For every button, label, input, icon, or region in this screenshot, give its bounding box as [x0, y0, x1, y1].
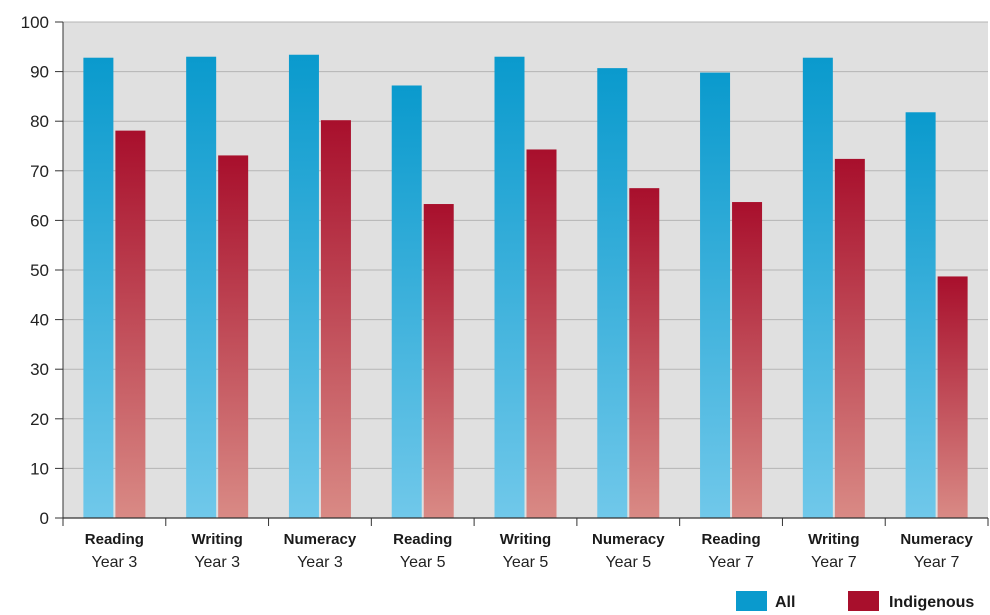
x-category-sublabel: Year 3	[92, 554, 138, 571]
x-category-label: Writing	[500, 531, 551, 548]
x-category-sublabel: Year 7	[708, 554, 754, 571]
gridlines	[63, 21, 988, 469]
y-tick-label: 100	[21, 13, 49, 32]
legend-swatch-all	[736, 591, 767, 611]
y-tick-label: 90	[30, 63, 49, 82]
legend: All Indigenous	[736, 591, 974, 611]
legend-label-all: All	[775, 594, 795, 611]
x-category-sublabel: Year 3	[194, 554, 240, 571]
x-category-sublabel: Year 5	[503, 554, 549, 571]
x-category-label: Numeracy	[592, 531, 665, 548]
bar-indigenous-numeracy-year-5	[629, 188, 660, 518]
bar-all-writing-year-5	[494, 56, 525, 518]
y-tick-label: 60	[30, 211, 49, 230]
legend-swatch-indigenous	[848, 591, 879, 611]
y-tick-label: 20	[30, 410, 49, 429]
bar-all-reading-year-3	[83, 57, 114, 518]
bar-indigenous-reading-year-5	[423, 204, 454, 519]
y-tick-labels: 0 10 20 30 40 50 60 70 80 90 100	[21, 13, 63, 528]
y-tick-label: 50	[30, 261, 49, 280]
y-tick-label: 70	[30, 162, 49, 181]
x-category-label: Writing	[191, 531, 242, 548]
x-category-label: Writing	[808, 531, 859, 548]
bar-all-writing-year-7	[802, 57, 833, 518]
bar-indigenous-reading-year-3	[115, 130, 146, 518]
bar-indigenous-numeracy-year-7	[937, 276, 968, 518]
bar-indigenous-reading-year-7	[732, 202, 763, 518]
y-tick-label: 40	[30, 311, 49, 330]
y-tick-label: 30	[30, 360, 49, 379]
bar-indigenous-writing-year-5	[526, 149, 557, 519]
bar-all-reading-year-7	[700, 72, 731, 518]
y-tick-label: 0	[40, 509, 49, 528]
bar-all-numeracy-year-3	[288, 54, 319, 519]
x-category-label: Reading	[85, 531, 144, 548]
x-category-label: Numeracy	[900, 531, 973, 548]
bar-all-reading-year-5	[391, 85, 422, 518]
bar-all-writing-year-3	[186, 56, 217, 518]
bar-indigenous-numeracy-year-3	[320, 120, 351, 518]
bars	[83, 54, 968, 519]
x-category-label: Numeracy	[284, 531, 357, 548]
bar-all-numeracy-year-5	[597, 68, 628, 519]
y-tick-label: 80	[30, 112, 49, 131]
x-category-sublabel: Year 5	[400, 554, 446, 571]
x-category-sublabel: Year 3	[297, 554, 343, 571]
legend-label-indigenous: Indigenous	[889, 594, 974, 611]
bar-indigenous-writing-year-7	[834, 158, 865, 518]
x-category-sublabel: Year 7	[914, 554, 960, 571]
x-category-labels: Reading Year 3 Writing Year 3 Numeracy Year 3…	[85, 531, 974, 571]
y-tick-label: 10	[30, 459, 49, 478]
x-category-label: Reading	[701, 531, 760, 548]
x-category-label: Reading	[393, 531, 452, 548]
bar-all-numeracy-year-7	[905, 112, 936, 518]
bar-indigenous-writing-year-3	[218, 155, 249, 518]
x-category-sublabel: Year 5	[605, 554, 651, 571]
x-category-sublabel: Year 7	[811, 554, 857, 571]
